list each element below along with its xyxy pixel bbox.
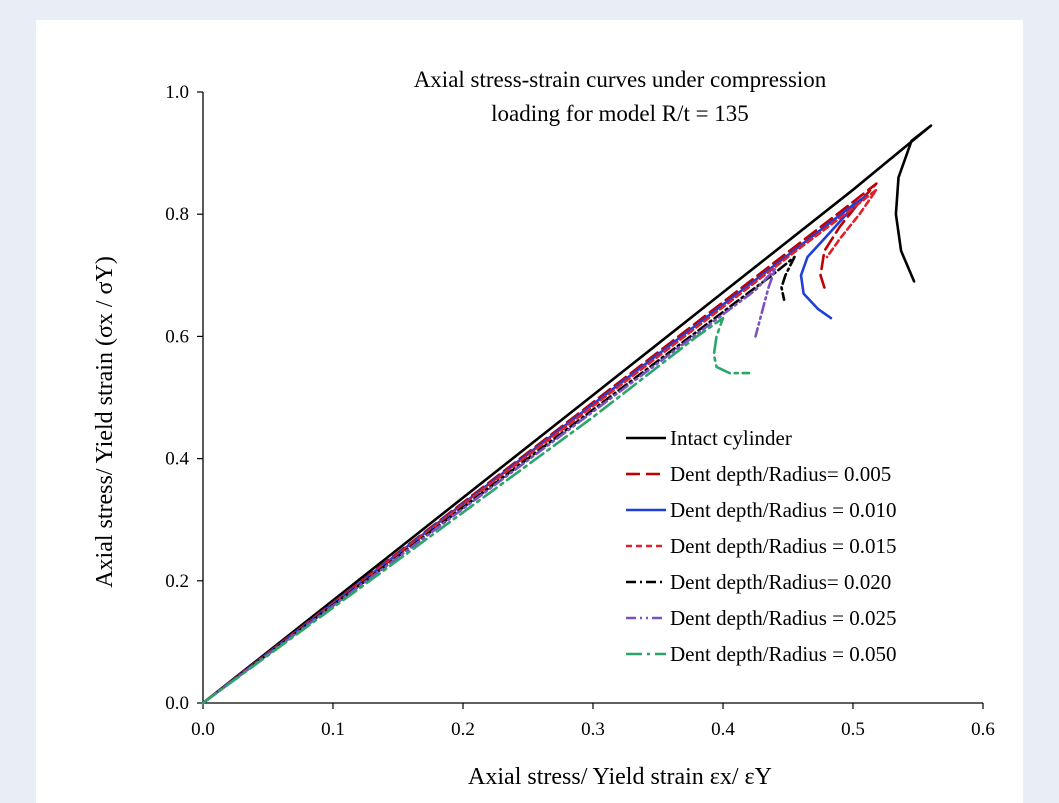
series-layer bbox=[201, 124, 933, 705]
legend-label-5: Dent depth/Radius= 0.020 bbox=[670, 570, 891, 594]
chart-subtitle: loading for model R/t = 135 bbox=[491, 101, 749, 126]
legend-label-3: Dent depth/Radius = 0.010 bbox=[670, 498, 897, 522]
series-line-4 bbox=[201, 188, 878, 705]
y-axis-title: Axial stress/ Yield strain (σx / σY) bbox=[92, 256, 118, 588]
chart-title: Axial stress-strain curves under compres… bbox=[414, 67, 827, 92]
y-tick-label: 1.0 bbox=[165, 82, 189, 103]
legend-label-6: Dent depth/Radius = 0.025 bbox=[670, 606, 897, 630]
x-tick-label: 0.4 bbox=[711, 719, 735, 740]
legend-label-1: Intact cylinder bbox=[670, 426, 792, 450]
legend: Intact cylinder Dent depth/Radius= 0.005 D… bbox=[626, 426, 897, 666]
y-tick-label: 0.2 bbox=[165, 571, 189, 592]
y-tick-label: 0.4 bbox=[165, 449, 189, 470]
x-tick-label: 0.6 bbox=[971, 719, 995, 740]
x-tick-label: 0.1 bbox=[321, 719, 345, 740]
x-axis-title: Axial stress/ Yield strain εx/ εY bbox=[468, 764, 772, 790]
series-line-7 bbox=[201, 316, 751, 705]
legend-label-4: Dent depth/Radius = 0.015 bbox=[670, 534, 897, 558]
x-tick-label: 0.0 bbox=[191, 719, 215, 740]
y-tick-label: 0.6 bbox=[165, 326, 189, 347]
y-tick-label: 0.0 bbox=[165, 693, 189, 714]
x-tick-label: 0.3 bbox=[581, 719, 605, 740]
legend-label-7: Dent depth/Radius = 0.050 bbox=[670, 642, 897, 666]
series-line-6 bbox=[201, 267, 777, 705]
axes: 0.0 0.1 0.2 0.3 0.4 0.5 0.6 0.0 0.2 0.4 0.6 0.8 1.0 bbox=[165, 82, 995, 740]
legend-label-2: Dent depth/Radius= 0.005 bbox=[670, 462, 891, 486]
y-tick-label: 0.8 bbox=[165, 204, 189, 225]
stress-strain-chart: Axial stress-strain curves under compres… bbox=[92, 67, 995, 790]
series-line-1 bbox=[201, 124, 933, 705]
x-tick-label: 0.5 bbox=[841, 719, 865, 740]
x-tick-label: 0.2 bbox=[451, 719, 475, 740]
chart-panel: Axial stress-strain curves under compres… bbox=[36, 20, 1023, 803]
